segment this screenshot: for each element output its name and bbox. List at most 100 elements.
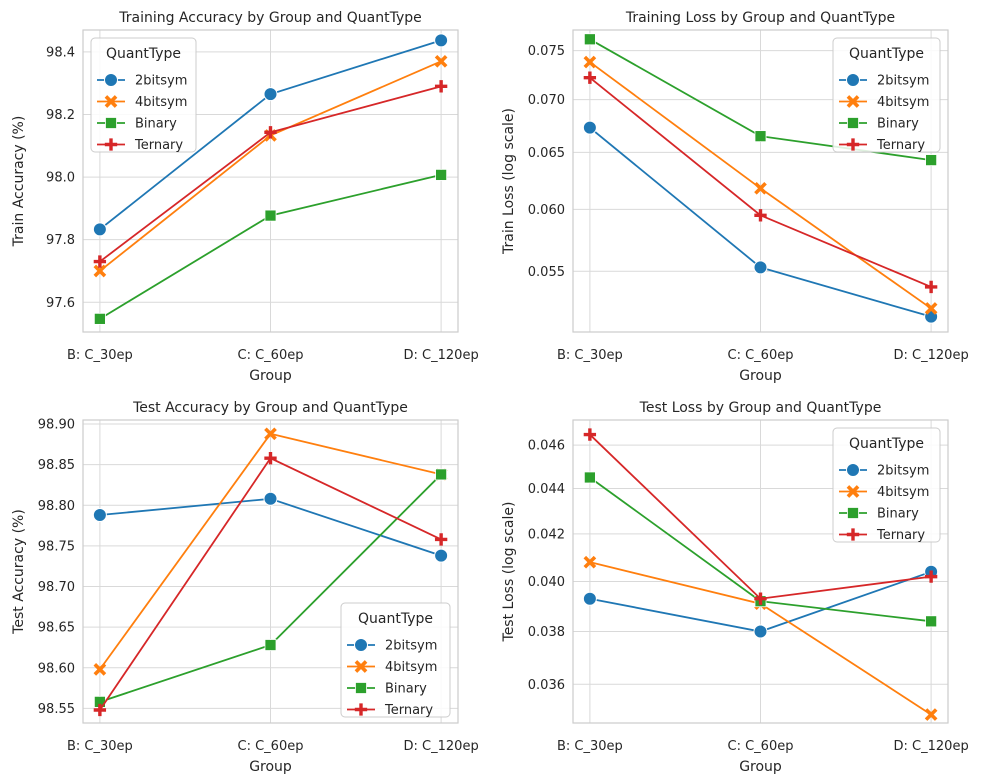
legend-label: 4bitsym (135, 95, 187, 110)
legend-item-binary: Binary (839, 117, 919, 132)
y-tick-label: 0.046 (528, 439, 565, 454)
y-tick-label: 98.70 (38, 580, 75, 595)
data-point-binary (435, 468, 448, 481)
legend-item-4bitsym: 4bitsym (839, 485, 929, 500)
x-tick-label: D: C_120ep (894, 348, 969, 363)
x-tick-label: C: C_60ep (728, 739, 794, 754)
legend-item-binary: Binary (839, 507, 919, 522)
chart-title: Test Accuracy by Group and QuantType (132, 400, 408, 416)
legend-item-ternary: Ternary (347, 703, 433, 718)
data-point-4bitsym (583, 555, 597, 569)
x-tick-label: D: C_120ep (404, 739, 479, 754)
legend-label: Binary (877, 117, 919, 132)
x-marker-icon (104, 95, 118, 108)
y-tick-label: 98.55 (38, 702, 75, 717)
series-binary (93, 468, 448, 708)
data-point-4bitsym (264, 427, 277, 441)
y-tick-label: 0.036 (528, 678, 565, 693)
legend-label: Binary (877, 507, 919, 522)
legend-item-binary: Binary (97, 117, 177, 132)
y-tick-label: 0.075 (528, 44, 565, 59)
y-tick-label: 98.4 (46, 45, 75, 60)
data-point-binary (264, 639, 277, 651)
y-tick-label: 0.065 (528, 146, 565, 161)
data-point-4bitsym (93, 264, 107, 278)
x-tick-label: B: C_30ep (557, 348, 623, 363)
legend-label: Ternary (384, 703, 433, 718)
legend-label: Ternary (876, 138, 925, 153)
data-point-2bitsym (92, 222, 107, 237)
y-tick-label: 98.60 (38, 661, 75, 676)
data-point-2bitsym (92, 508, 107, 523)
legend-item-ternary: Ternary (839, 138, 925, 153)
legend-label: Ternary (134, 138, 183, 153)
y-tick-label: 0.038 (528, 625, 565, 640)
axes-frame (572, 29, 949, 333)
data-point-binary (264, 209, 277, 222)
chart-panel-1: 97.6 97.8 98.0 98.2 98.4 B: C_30ep C: C_60ep D:… (11, 10, 479, 384)
series-binary (93, 168, 448, 325)
data-point-binary (925, 615, 938, 628)
y-tick-label: 0.070 (528, 93, 565, 108)
data-point-ternary (924, 280, 938, 294)
data-point-ternary (434, 80, 448, 93)
data-point-binary (925, 154, 938, 167)
y-tick-label: 98.0 (46, 171, 75, 186)
chart-panel-2: 0.055 0.060 0.065 0.070 0.075 B: C_30ep C: C_6… (501, 10, 969, 384)
square-marker-icon (847, 507, 859, 519)
legend: QuantType 2bitsym 4bitsym Binary Ternary (340, 602, 451, 718)
x-axis-label: Group (249, 368, 292, 384)
x-tick-label: C: C_60ep (728, 348, 794, 363)
data-point-2bitsym (434, 548, 449, 563)
y-axis-label: Train Loss (log scale) (501, 108, 517, 255)
data-point-4bitsym (924, 302, 938, 315)
data-point-2bitsym (753, 624, 768, 639)
data-point-ternary (264, 126, 277, 139)
y-tick-label: 98.80 (38, 499, 75, 514)
data-point-binary (93, 312, 106, 325)
y-tick-label: 0.055 (528, 265, 565, 280)
circle-marker-icon (104, 73, 118, 87)
data-point-ternary (583, 428, 597, 441)
plus-marker-icon (104, 138, 118, 151)
legend-item-ternary: Ternary (839, 528, 925, 543)
data-point-2bitsym (263, 87, 278, 102)
y-tick-label: 0.042 (528, 527, 565, 542)
data-point-2bitsym (263, 491, 278, 506)
series-ternary (583, 71, 938, 294)
legend-item-ternary: Ternary (97, 138, 183, 153)
legend-label: Ternary (876, 528, 925, 543)
data-point-binary (435, 168, 448, 181)
data-point-4bitsym (754, 181, 767, 195)
data-point-2bitsym (753, 260, 768, 275)
x-tick-label: B: C_30ep (557, 739, 623, 754)
legend-item-binary: Binary (347, 682, 427, 697)
data-point-binary (754, 130, 767, 143)
x-tick-label: C: C_60ep (238, 348, 304, 363)
x-tick-label: B: C_30ep (67, 348, 133, 363)
series-ternary (93, 452, 448, 717)
data-point-4bitsym (924, 708, 938, 721)
series-4bitsym (583, 55, 938, 315)
legend-label: Binary (135, 117, 177, 132)
x-tick-label: B: C_30ep (67, 739, 133, 754)
plus-marker-icon (846, 138, 860, 151)
chart-panel-4: 0.036 0.038 0.040 0.042 0.044 0.046 B: C_30ep C… (501, 400, 969, 775)
y-tick-label: 98.75 (38, 539, 75, 554)
legend: QuantType 2bitsym 4bitsym Binary Ternary (832, 427, 941, 543)
legend-item-4bitsym: 4bitsym (839, 95, 929, 110)
legend-label: 4bitsym (385, 660, 437, 675)
x-axis-label: Group (249, 759, 292, 775)
legend-item-2bitsym: 2bitsym (839, 73, 929, 89)
y-tick-label: 98.2 (46, 108, 75, 123)
legend-label: 2bitsym (135, 74, 187, 89)
data-point-2bitsym (434, 33, 449, 48)
data-point-4bitsym (583, 55, 597, 69)
legend-title: QuantType (106, 46, 181, 62)
series-ternary (93, 80, 448, 268)
legend: QuantType 2bitsym 4bitsym Binary Ternary (832, 37, 941, 153)
x-axis-label: Group (739, 368, 782, 384)
series-2bitsym (582, 120, 939, 324)
plus-marker-icon (354, 703, 368, 716)
axes-frame (572, 419, 949, 724)
